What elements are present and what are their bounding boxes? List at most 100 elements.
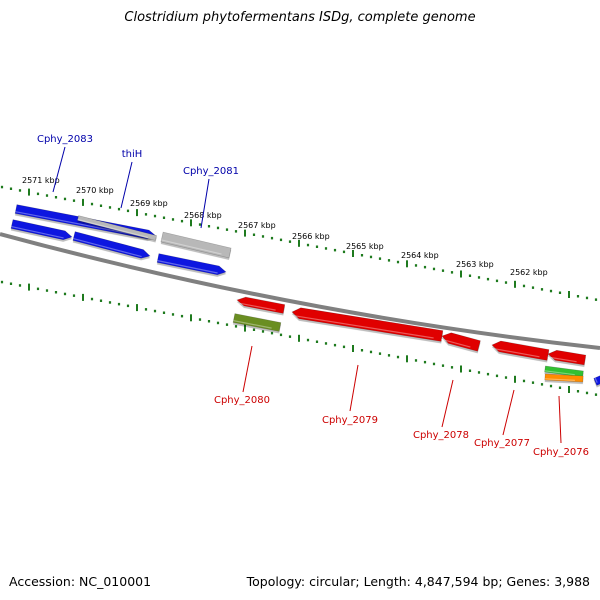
upper-scale-tick: [558, 291, 562, 294]
upper-scale-tick: [396, 260, 400, 264]
lower-scale-tick: [324, 342, 328, 345]
map-title: Clostridium phytofermentans ISDg, comple…: [124, 10, 476, 25]
lower-scale-tick: [216, 321, 220, 325]
gene-cphy-2080-highlight: [236, 302, 276, 311]
feature-orange[interactable]: [544, 373, 584, 383]
lower-scale-tick: [234, 325, 238, 328]
lower-scale-tick: [261, 330, 265, 333]
lower-scale-tick: [514, 375, 516, 383]
lower-scale-tick: [180, 314, 184, 318]
gene-features: [10, 204, 600, 386]
upper-scale-tick: [450, 271, 454, 274]
label-cphy-2080[interactable]: Cphy_2080: [214, 395, 270, 406]
feature-green-highlight: [544, 370, 575, 376]
feature-grey-a[interactable]: [77, 215, 157, 241]
upper-scale-tick: [261, 235, 265, 238]
label-cphy-2077[interactable]: Cphy_2077: [474, 438, 530, 449]
lower-scale-tick: [288, 335, 292, 338]
label-cphy-2079-leader: [349, 364, 359, 412]
label-cphy-2083-leader: [52, 146, 66, 193]
lower-scale-tick: [549, 384, 553, 388]
lower-scale-tick: [594, 393, 598, 396]
upper-scale-tick: [360, 254, 364, 257]
upper-scale-tick: [0, 185, 4, 189]
upper-scale-tick: [468, 274, 472, 277]
gene-cphy-2081-highlight: [157, 260, 218, 274]
feature-grey-a-highlight: [77, 218, 149, 239]
scale-label: 2564 kbp: [401, 251, 439, 260]
upper-scale-tick: [576, 295, 580, 298]
upper-scale-tick: [279, 238, 283, 242]
upper-scale-tick: [514, 280, 516, 288]
upper-scale-tick: [333, 248, 337, 252]
upper-scale-tick: [486, 277, 490, 281]
gene-cphy-2076[interactable]: [547, 349, 587, 366]
lower-scale-tick: [585, 391, 589, 395]
lower-scale-tick: [171, 313, 175, 316]
upper-scale-tick: [270, 236, 274, 240]
lower-scale-tick: [63, 292, 67, 296]
lower-scale-tick: [378, 352, 382, 355]
upper-scale-tick: [549, 289, 553, 293]
gene-forward-a[interactable]: [10, 219, 73, 241]
upper-scale-tick: [63, 197, 67, 201]
upper-scale-tick: [477, 276, 481, 279]
gene-cphy-2080[interactable]: [236, 296, 286, 314]
lower-scale-tick: [360, 349, 364, 352]
lower-scale-tick: [244, 324, 246, 332]
upper-scale-tick: [198, 223, 202, 226]
feature-olive[interactable]: [232, 313, 282, 332]
upper-scale-tick: [162, 216, 166, 219]
upper-scale-tick: [522, 284, 526, 288]
label-cphy-2081[interactable]: Cphy_2081: [183, 166, 239, 177]
upper-scale-tick: [441, 269, 445, 272]
gene-thih[interactable]: [72, 231, 151, 259]
lower-scale-tick: [198, 318, 202, 321]
lower-scale-tick: [126, 304, 130, 308]
lower-scale-tick: [558, 386, 562, 389]
upper-scale-tick: [423, 265, 427, 269]
upper-scale-tick: [82, 198, 84, 206]
scale-label: 2562 kbp: [510, 268, 548, 277]
lower-scale-tick: [45, 289, 49, 292]
label-cphy-2076-leader: [558, 395, 562, 444]
lower-scale-tick: [450, 366, 454, 369]
lower-scale-tick: [396, 355, 400, 359]
label-cphy-2083[interactable]: Cphy_2083: [37, 134, 93, 145]
label-cphy-2078[interactable]: Cphy_2078: [413, 430, 469, 441]
upper-scale-tick: [72, 199, 76, 202]
upper-scale-tick: [207, 225, 211, 228]
label-cphy-2076[interactable]: Cphy_2076: [533, 447, 589, 458]
lower-scale-tick: [99, 299, 103, 302]
lower-scale-tick: [495, 374, 499, 378]
lower-scale-tick: [190, 314, 192, 322]
feature-grey-b-highlight: [161, 239, 222, 255]
lower-scale-tick: [252, 328, 256, 331]
feature-grey-b[interactable]: [160, 231, 232, 259]
lower-scale-tick: [504, 376, 508, 379]
upper-scale-tick: [36, 192, 40, 196]
lower-scale-tick: [9, 282, 13, 285]
label-cphy-2079[interactable]: Cphy_2079: [322, 415, 378, 426]
gene-cphy-2081[interactable]: [156, 253, 227, 276]
upper-scale-tick: [406, 260, 408, 268]
gene-cphy-2077-highlight: [491, 347, 540, 358]
lower-scale-tick: [333, 343, 337, 347]
lower-scale-tick: [441, 364, 445, 367]
upper-scale-tick: [306, 243, 310, 247]
gene-cphy-2077[interactable]: [491, 340, 550, 361]
gene-cphy-2078[interactable]: [441, 332, 481, 352]
gene-edge[interactable]: [593, 375, 600, 386]
lower-scale-tick: [162, 311, 166, 314]
upper-scale-tick: [190, 219, 192, 227]
upper-scale-tick: [117, 207, 121, 211]
upper-scale-tick: [45, 194, 49, 197]
upper-scale-tick: [54, 196, 58, 199]
upper-scale-tick: [369, 255, 373, 259]
scale-label: 2563 kbp: [456, 260, 494, 269]
label-thih[interactable]: thiH: [122, 149, 143, 160]
lower-scale-tick: [0, 280, 4, 284]
lower-scale-tick: [576, 390, 580, 393]
lower-scale-tick: [117, 302, 121, 306]
